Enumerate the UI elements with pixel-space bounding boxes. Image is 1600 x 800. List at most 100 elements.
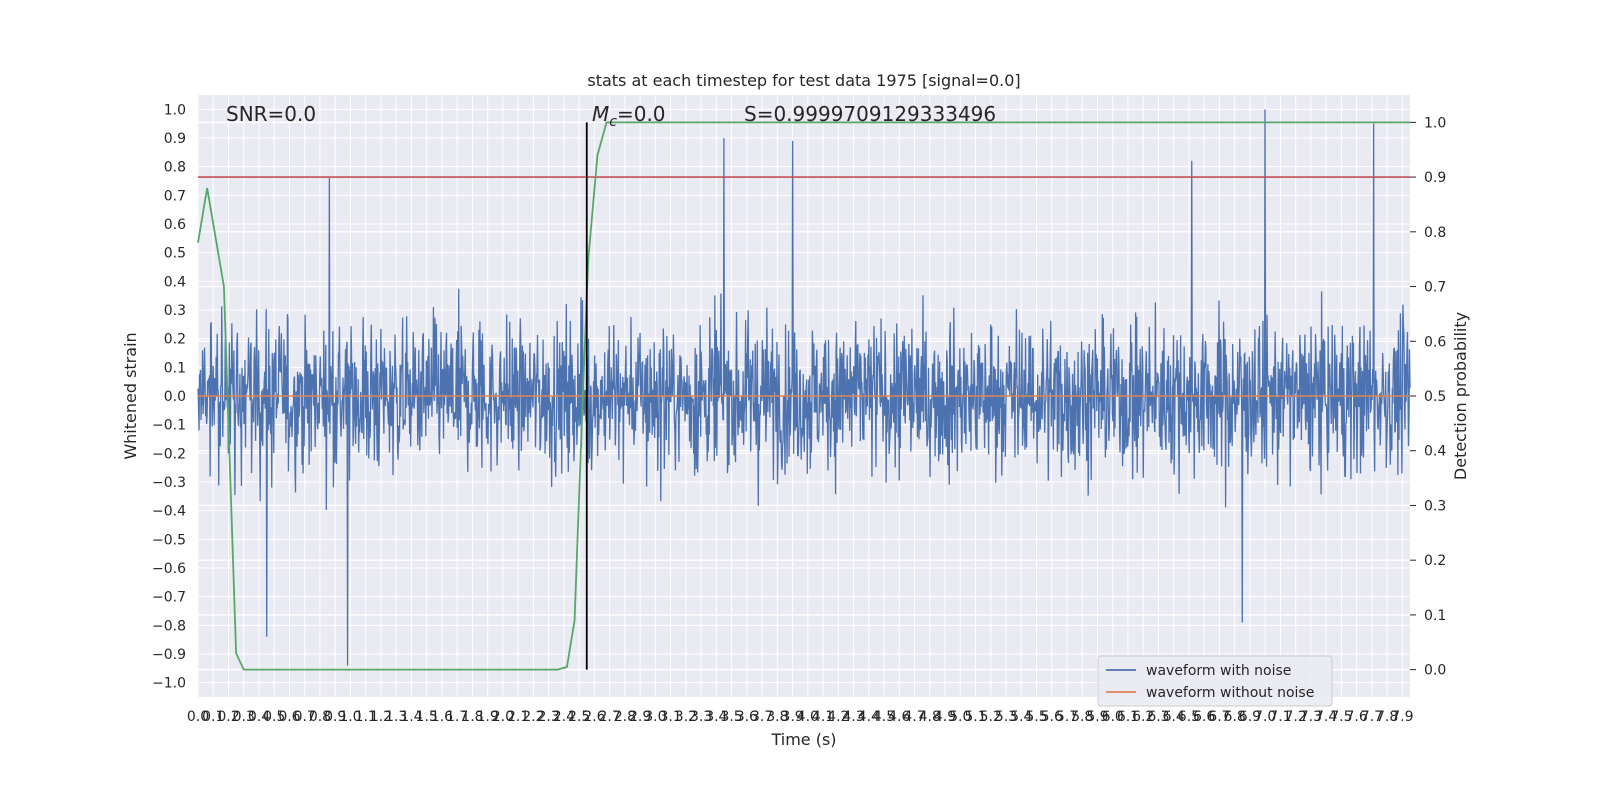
x-tick-label: 7.4 bbox=[1315, 709, 1337, 725]
x-tick-label: 5.4 bbox=[1010, 709, 1032, 725]
x-tick-label: 4.5 bbox=[873, 709, 895, 725]
x-tick-label: 4.0 bbox=[797, 709, 819, 725]
y2-tick-label: 0.8 bbox=[1424, 225, 1446, 241]
x-tick-label: 3.0 bbox=[644, 709, 666, 725]
y-tick-label: −0.9 bbox=[152, 647, 186, 663]
y-tick-label: −1.0 bbox=[152, 676, 186, 692]
snr-annotation: SNR=0.0 bbox=[226, 102, 316, 126]
mc-symbol: M bbox=[592, 102, 609, 126]
x-tick-label: 4.6 bbox=[888, 709, 910, 725]
y-tick-label: 0.7 bbox=[164, 188, 186, 204]
x-tick-label: 3.5 bbox=[720, 709, 742, 725]
overlay-lines bbox=[197, 121, 1410, 671]
x-tick-label: 7.1 bbox=[1269, 709, 1291, 725]
y-tick-label: −0.1 bbox=[152, 418, 186, 434]
x-axis-label: Time (s) bbox=[770, 730, 836, 749]
y2-tick-label: 0.7 bbox=[1424, 280, 1446, 296]
x-tick-label: 0.1 bbox=[202, 709, 224, 725]
x-tick-label: 5.7 bbox=[1056, 709, 1078, 725]
y-tick-label: −0.4 bbox=[152, 504, 186, 520]
x-tick-label: 3.9 bbox=[781, 709, 803, 725]
x-tick-label: 2.0 bbox=[492, 709, 514, 725]
y-tick-label: −0.7 bbox=[152, 590, 186, 606]
x-tick-label: 7.6 bbox=[1346, 709, 1368, 725]
y-tick-label: −0.3 bbox=[152, 475, 186, 491]
y2-tick-label: 0.3 bbox=[1424, 498, 1446, 514]
x-tick-label: 3.4 bbox=[705, 709, 727, 725]
y-tick-label: 0.0 bbox=[164, 389, 186, 405]
y2-tick-label: 0.9 bbox=[1424, 170, 1446, 186]
x-tick-label: 2.8 bbox=[614, 709, 636, 725]
x-tick-label: 2.1 bbox=[507, 709, 529, 725]
x-tick-label: 5.2 bbox=[980, 709, 1002, 725]
y-tick-label: 0.4 bbox=[164, 274, 186, 290]
legend-entry-clean: waveform without noise bbox=[1146, 685, 1314, 701]
x-tick-label: 4.2 bbox=[827, 709, 849, 725]
x-tick-label: 0.8 bbox=[309, 709, 331, 725]
x-tick-label: 3.1 bbox=[659, 709, 681, 725]
x-tick-label: 3.2 bbox=[675, 709, 697, 725]
x-tick-label: 6.9 bbox=[1239, 709, 1261, 725]
waveform-with-noise-line bbox=[197, 109, 1411, 666]
x-tick-label: 0.2 bbox=[217, 709, 239, 725]
x-tick-label: 1.4 bbox=[400, 709, 422, 725]
x-tick-label: 0.9 bbox=[324, 709, 346, 725]
x-tick-label: 2.5 bbox=[568, 709, 590, 725]
x-tick-label: 2.4 bbox=[553, 709, 575, 725]
x-tick-label: 6.4 bbox=[1163, 709, 1185, 725]
legend: waveform with noise waveform without noi… bbox=[1097, 655, 1333, 707]
y2-tick-label: 0.6 bbox=[1424, 334, 1446, 350]
x-tick-label: 6.1 bbox=[1117, 709, 1139, 725]
x-tick-label: 5.5 bbox=[1025, 709, 1047, 725]
x-tick-label: 2.2 bbox=[522, 709, 544, 725]
y-tick-label: −0.8 bbox=[152, 618, 186, 634]
waveform-with-noise-series bbox=[197, 109, 1411, 666]
y-tick-label: 0.9 bbox=[164, 131, 186, 147]
mc-value: =0.0 bbox=[617, 102, 666, 126]
s-annotation: S=0.9999709129333496 bbox=[744, 102, 996, 126]
x-tick-label: 3.6 bbox=[736, 709, 758, 725]
x-tick-label: 4.4 bbox=[858, 709, 880, 725]
legend-entry-noisy: waveform with noise bbox=[1146, 663, 1291, 679]
x-tick-label: 7.5 bbox=[1330, 709, 1352, 725]
x-tick-label: 7.8 bbox=[1376, 709, 1398, 725]
y2-tick-label: 0.4 bbox=[1424, 444, 1446, 460]
x-tick-label: 5.0 bbox=[949, 709, 971, 725]
y-tick-label: 0.2 bbox=[164, 332, 186, 348]
y-tick-label: −0.2 bbox=[152, 446, 186, 462]
x-tick-label: 6.3 bbox=[1147, 709, 1169, 725]
y2-tick-label: 1.0 bbox=[1424, 115, 1446, 131]
legend-box bbox=[1097, 655, 1333, 707]
x-tick-label: 0.6 bbox=[278, 709, 300, 725]
y-tick-label: −0.6 bbox=[152, 561, 186, 577]
y-tick-label: 0.1 bbox=[164, 360, 186, 376]
x-tick-label: 4.1 bbox=[812, 709, 834, 725]
x-tick-label: 1.5 bbox=[416, 709, 438, 725]
x-tick-label: 4.9 bbox=[934, 709, 956, 725]
y2-tick-label: 0.1 bbox=[1424, 608, 1446, 624]
x-tick-label: 6.8 bbox=[1224, 709, 1246, 725]
x-tick-label: 1.1 bbox=[355, 709, 377, 725]
x-tick-label: 0.5 bbox=[263, 709, 285, 725]
x-tick-label: 2.9 bbox=[629, 709, 651, 725]
y2-tick-label: 0.5 bbox=[1424, 389, 1446, 405]
y2-tick-label: 0.2 bbox=[1424, 553, 1446, 569]
x-tick-label: 6.2 bbox=[1132, 709, 1154, 725]
y-tick-label: 0.8 bbox=[164, 160, 186, 176]
x-tick-label: 1.7 bbox=[446, 709, 468, 725]
x-tick-label: 0.0 bbox=[187, 709, 209, 725]
x-tick-label: 4.8 bbox=[919, 709, 941, 725]
x-tick-label: 6.7 bbox=[1208, 709, 1230, 725]
y-tick-label: 0.5 bbox=[164, 246, 186, 262]
x-tick-label: 6.5 bbox=[1178, 709, 1200, 725]
x-tick-label: 1.8 bbox=[461, 709, 483, 725]
x-tick-label: 4.7 bbox=[903, 709, 925, 725]
x-tick-label: 5.1 bbox=[964, 709, 986, 725]
x-tick-label: 5.8 bbox=[1071, 709, 1093, 725]
x-tick-label: 1.6 bbox=[431, 709, 453, 725]
x-tick-label: 1.2 bbox=[370, 709, 392, 725]
x-tick-label: 4.3 bbox=[842, 709, 864, 725]
y-tick-label: 1.0 bbox=[164, 102, 186, 118]
x-tick-label: 1.0 bbox=[339, 709, 361, 725]
